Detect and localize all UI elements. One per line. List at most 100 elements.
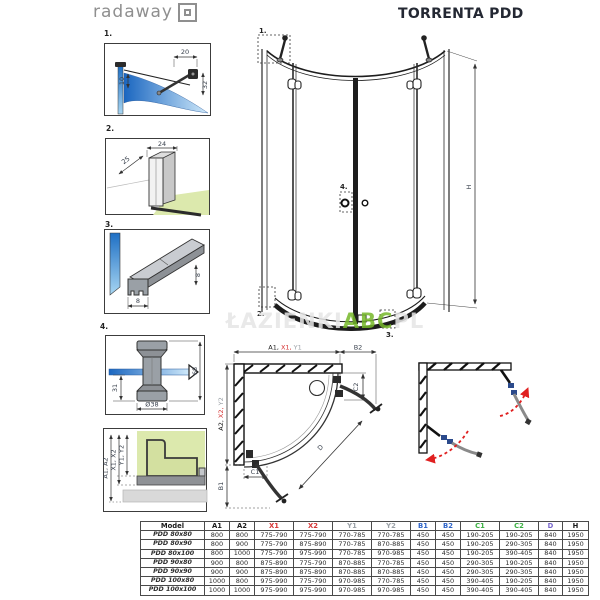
value-cell: 975-990 (293, 585, 333, 596)
value-cell: 450 (435, 548, 461, 559)
value-cell: 770-785 (332, 530, 372, 541)
swing-hinge-right-a (508, 383, 514, 388)
value-cell: 770-785 (332, 539, 372, 550)
fixed-panel-bottom (426, 424, 441, 438)
value-cell: 800 (229, 557, 255, 568)
value-cell: 970-985 (332, 576, 372, 587)
seal-cross-section (127, 278, 149, 296)
height-label: H (465, 184, 473, 189)
value-cell: 290-305 (499, 566, 539, 578)
swing-walls (418, 362, 512, 454)
value-cell: 900 (204, 566, 230, 578)
seal-profile-top (129, 238, 205, 284)
hinges (287, 78, 422, 301)
plan-b2-label: B2 (354, 344, 363, 352)
swing-handle-bottom (476, 451, 483, 458)
value-cell: 450 (435, 576, 461, 587)
logo-square-icon (178, 2, 197, 22)
profile-base-band (136, 475, 206, 486)
bottom-door-hinge-b (252, 460, 259, 468)
value-cell: 800 (229, 576, 255, 587)
detail-5-drawing: A1, A2 X1, X2 Y1, Y2 (102, 431, 208, 503)
value-cell: 875-890 (293, 566, 333, 578)
dim-10: 10 (118, 77, 126, 85)
value-cell: 770-785 (371, 576, 411, 587)
callout-box-1 (257, 34, 291, 64)
value-cell: 190-205 (460, 548, 500, 559)
glass-tip-bracket (188, 363, 199, 381)
value-cell: 870-885 (332, 566, 372, 578)
column-header-d: D (538, 520, 563, 532)
value-cell: 840 (538, 557, 563, 568)
model-cell: PDD 100x80 (140, 576, 205, 587)
column-header-b2: B2 (435, 520, 461, 532)
bottom-door-panel (254, 463, 284, 501)
callout-4: 4. (340, 183, 348, 191)
value-cell: 770-785 (332, 548, 372, 559)
value-cell: 875-890 (293, 539, 333, 550)
knob-top-flange (136, 340, 168, 351)
table-row: PDD 80x100 800 1000 775-790 975-990 770-785 97… (140, 548, 589, 559)
value-cell: 1950 (562, 548, 589, 559)
value-cell: 190-205 (499, 576, 539, 587)
column-header-y1: Y1 (332, 520, 372, 532)
spec-table-head-row: Model A1 A2 X1 X2 Y1 Y2 B1 B2 C1 C2 D H (140, 520, 589, 532)
table-row: PDD 80x90 800 900 775-790 875-890 770-785 870-… (140, 539, 589, 550)
value-cell: 775-790 (254, 530, 294, 541)
table-row: PDD 90x90 900 900 875-890 875-890 870-885 870-… (140, 566, 589, 578)
value-cell: 775-790 (254, 539, 294, 550)
value-cell: 450 (410, 557, 436, 568)
plan-b1-label: B1 (217, 482, 225, 491)
logo-wordmark: radaway (93, 2, 173, 22)
value-cell: 290-305 (460, 557, 500, 568)
swing-handle-right (524, 418, 532, 426)
value-cell: 875-890 (254, 557, 294, 568)
value-cell: 800 (204, 539, 230, 550)
column-header-c2: C2 (499, 520, 539, 532)
dim-x1x2: X1, X2 (110, 449, 118, 470)
column-header-a1: A1 (204, 520, 230, 532)
watermark-part1: ŁAZIENKI (226, 309, 343, 333)
adjustment-profile (146, 439, 198, 477)
value-cell: 870-885 (332, 557, 372, 568)
value-cell: 450 (435, 530, 461, 541)
value-cell: 450 (435, 585, 461, 596)
model-cell: PDD 80x100 (140, 548, 205, 559)
value-cell: 1950 (562, 576, 589, 587)
side-glass (117, 65, 124, 115)
plan-c1-label: C1 (251, 468, 260, 476)
right-door-panel (339, 384, 378, 412)
fixed-panel-right (499, 369, 512, 384)
value-cell: 870-885 (371, 539, 411, 550)
swing-hinge-bottom-b (447, 439, 453, 444)
table-row: PDD 100x80 1000 800 975-990 775-790 970-985 77… (140, 576, 589, 587)
value-cell: 450 (410, 576, 436, 587)
detail-1-drawing: 20 10 32 (115, 48, 209, 115)
right-door-hinge-b (335, 390, 343, 397)
table-row: PDD 90x80 900 800 875-890 775-790 870-885 770-… (140, 557, 589, 568)
dim-8-bottom: 8 (136, 297, 140, 305)
value-cell: 840 (538, 530, 563, 541)
swing-door-bottom (451, 441, 479, 456)
value-cell: 900 (229, 566, 255, 578)
right-support-arm (422, 39, 431, 60)
value-cell: 190-205 (499, 530, 539, 541)
value-cell: 1000 (204, 585, 230, 596)
value-cell: 870-885 (371, 566, 411, 578)
bottom-rail (150, 206, 202, 217)
plan-view: A1, X1, Y1 B2 (217, 344, 383, 509)
column-header-c1: C1 (460, 520, 500, 532)
value-cell: 450 (410, 539, 436, 550)
value-cell: 975-990 (293, 548, 333, 559)
value-cell: 840 (538, 566, 563, 578)
dim-38: Ø38 (145, 401, 158, 409)
value-cell: 800 (229, 530, 255, 541)
column-header-x1: X1 (254, 520, 294, 532)
plan-left-dim-label: A2,X2,Y2 (217, 397, 225, 430)
spec-table: Model A1 A2 X1 X2 Y1 Y2 B1 B2 C1 C2 D H PDD 80x80 800… (140, 520, 589, 596)
value-cell: 875-890 (254, 566, 294, 578)
callout-box-2 (258, 286, 276, 308)
glass-edge (109, 232, 121, 296)
column-header-b1: B1 (410, 520, 436, 532)
detail-3-drawing: 8 8 (109, 232, 205, 309)
